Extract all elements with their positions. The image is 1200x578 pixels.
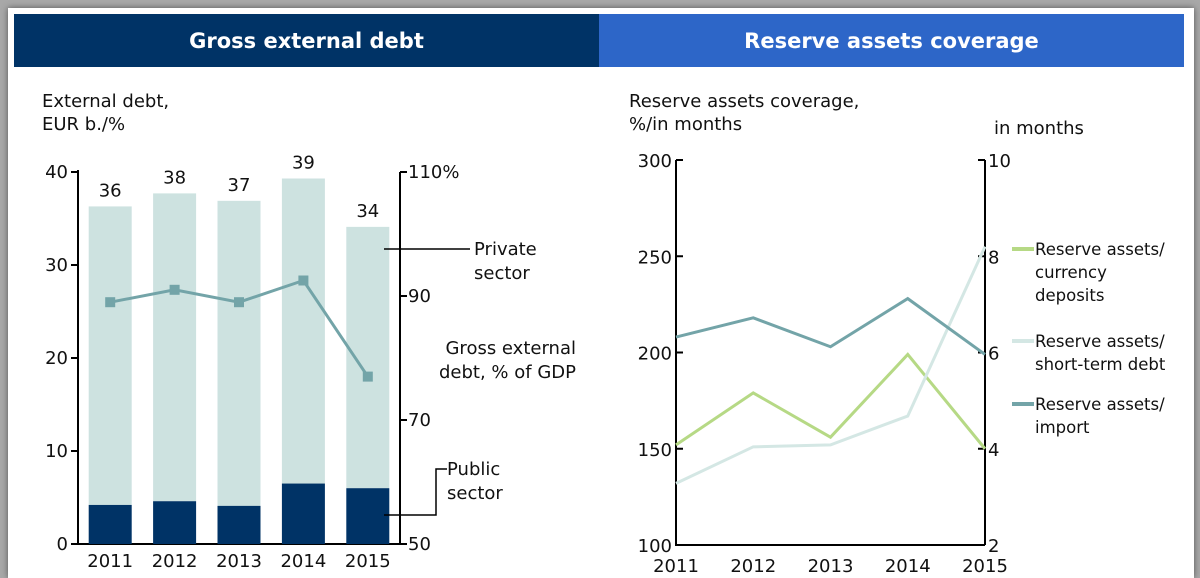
left-y-axis-label: EUR b./%: [42, 114, 125, 135]
left-y-tick-label: 30: [45, 255, 68, 276]
public-sector-annotation: Public: [447, 459, 500, 480]
gross-external-debt-header: Gross external debt: [14, 14, 599, 67]
left-y-tick-label: 0: [57, 534, 68, 555]
right-y-tick-label: 300: [638, 151, 672, 172]
public-sector-annotation: sector: [447, 483, 503, 504]
left-y-tick-label: 40: [45, 162, 68, 183]
gdp-share-marker: [234, 297, 244, 308]
gdp-share-marker: [362, 371, 373, 382]
left-y-tick-label: 20: [45, 348, 68, 369]
left-y2-tick-label: 90: [408, 286, 431, 307]
bar-total-label: 38: [163, 167, 186, 188]
reserve-series-line: [675, 352, 987, 450]
right-x-tick-label: 2012: [730, 556, 776, 577]
public-sector-bar: [153, 501, 197, 544]
left-x-tick-label: 2013: [216, 551, 262, 572]
left-y2-tick-label: 110%: [408, 162, 459, 183]
right-y-tick-label: 200: [638, 344, 672, 365]
private-sector-annotation: Private: [474, 239, 537, 260]
right-x-tick-label: 2014: [885, 556, 931, 577]
legend-label: deposits: [1035, 286, 1104, 305]
right-y2-axis-label: in months: [994, 118, 1084, 139]
public-sector-bar: [281, 483, 325, 544]
left-x-tick-label: 2015: [345, 551, 391, 572]
left-x-tick-label: 2012: [152, 551, 198, 572]
private-sector-bar: [153, 193, 197, 502]
reserve-series-line: [675, 296, 986, 356]
legend-label: Reserve assets/: [1035, 240, 1165, 259]
legend-label: Reserve assets/: [1035, 332, 1165, 351]
legend-label: short-term debt: [1035, 355, 1166, 374]
public-sector-bar: [346, 488, 390, 544]
right-y-tick-label: 250: [638, 247, 672, 268]
left-y-axis-label: External debt,: [42, 91, 169, 112]
left-y2-tick-label: 70: [408, 410, 431, 431]
legend-label: import: [1035, 418, 1090, 437]
bar-total-label: 36: [99, 180, 122, 201]
gdp-share-marker: [298, 275, 309, 286]
chart-frame: [8, 8, 1194, 578]
gdp-share-marker: [169, 284, 180, 295]
reserve-assets-coverage-header: Reserve assets coverage: [599, 14, 1184, 67]
right-y2-tick-label: 6: [988, 344, 999, 365]
bar-total-label: 34: [356, 201, 379, 222]
legend-label: currency: [1035, 263, 1107, 282]
right-y-axis-label: Reserve assets coverage,: [629, 91, 859, 112]
right-y-tick-label: 100: [638, 536, 672, 557]
private-sector-bar: [217, 200, 261, 506]
bar-total-label: 39: [292, 153, 315, 174]
right-x-tick-label: 2013: [808, 556, 854, 577]
public-sector-bar: [88, 504, 132, 544]
left-x-tick-label: 2011: [87, 551, 133, 572]
right-y2-tick-label: 10: [988, 151, 1011, 172]
public-sector-bar: [217, 505, 261, 544]
right-y-tick-label: 150: [638, 440, 672, 461]
left-y2-axis-label: debt, % of GDP: [439, 362, 576, 383]
gdp-share-marker: [105, 297, 116, 308]
left-y-tick-label: 10: [45, 441, 68, 462]
left-y2-axis-label: Gross external: [445, 338, 576, 359]
left-x-tick-label: 2014: [280, 551, 326, 572]
private-sector-bar: [281, 178, 325, 484]
legend-label: Reserve assets/: [1035, 395, 1165, 414]
right-y2-tick-label: 4: [988, 440, 999, 461]
private-sector-annotation: sector: [474, 263, 530, 284]
left-y2-tick-label: 50: [408, 534, 431, 555]
right-y-axis-label: %/in months: [629, 114, 742, 135]
right-x-tick-label: 2011: [653, 556, 699, 577]
right-x-tick-label: 2015: [962, 556, 1008, 577]
bar-total-label: 37: [228, 175, 251, 196]
public-sector-leader-line: [384, 468, 447, 516]
right-y2-tick-label: 8: [988, 247, 999, 268]
reserve-series-line: [675, 246, 987, 485]
private-sector-bar: [346, 226, 390, 489]
right-y2-tick-label: 2: [988, 536, 999, 557]
private-sector-bar: [88, 206, 132, 505]
